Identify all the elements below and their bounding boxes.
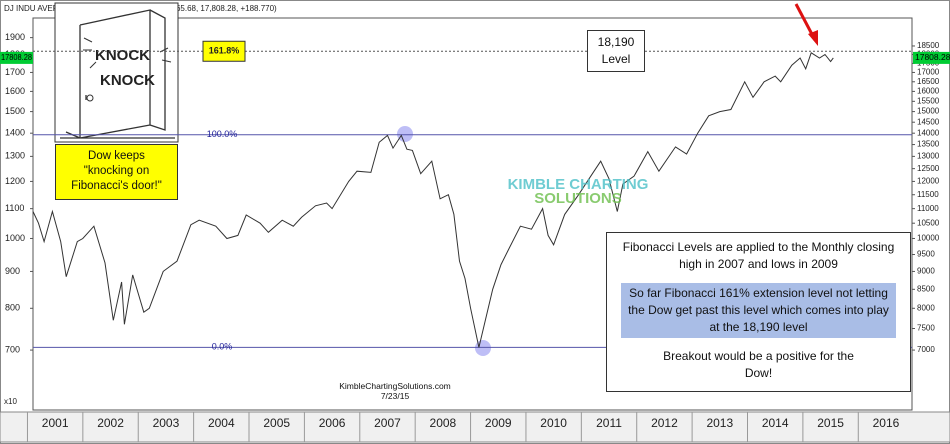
cartoon-frame bbox=[54, 2, 179, 143]
footer-line: 7/23/15 bbox=[380, 391, 410, 401]
note: Fibonacci Levels are applied to the Mont… bbox=[622, 240, 895, 271]
callout-box: Dow keeps "knocking on Fibonacci's door!… bbox=[55, 144, 178, 200]
high-marker bbox=[397, 126, 413, 142]
y-tick-label: 15000 bbox=[917, 107, 940, 116]
door-knob bbox=[86, 94, 94, 102]
fib-label-bg bbox=[202, 40, 246, 62]
fib-label: 0.0% bbox=[212, 342, 233, 352]
x-tick-label: 2005 bbox=[263, 416, 290, 430]
last-value-badge bbox=[913, 51, 950, 64]
knock-text: KNOCK bbox=[100, 72, 155, 89]
y-tick-label: 15500 bbox=[917, 96, 940, 105]
y-tick-label: 13000 bbox=[917, 151, 940, 160]
y-tick-label: 14000 bbox=[917, 128, 940, 137]
watermark: KIMBLE CHARTING SOLUTIONS bbox=[488, 176, 668, 207]
notes-box: Fibonacci Levels are applied to the Mont… bbox=[606, 232, 911, 392]
y-tick-label: 7500 bbox=[917, 324, 935, 333]
y-tick-label: 10000 bbox=[917, 234, 940, 243]
y-tick-label: 12000 bbox=[917, 177, 940, 186]
red-arrow-head bbox=[808, 30, 818, 46]
last-value-label: 17808.28 bbox=[1, 52, 32, 62]
y2-tick-label: 1400 bbox=[5, 128, 25, 138]
x-tick-label: 2003 bbox=[153, 416, 180, 430]
y-tick-label: 7000 bbox=[917, 345, 935, 354]
low-marker bbox=[475, 340, 491, 356]
y2-tick-label: 1500 bbox=[5, 106, 25, 116]
y-tick-label: 12500 bbox=[917, 164, 940, 173]
y-tick-label: 14500 bbox=[917, 117, 940, 126]
footer-line: KimbleChartingSolutions.com bbox=[339, 381, 451, 391]
watermark-line: KIMBLE CHARTING bbox=[507, 176, 649, 193]
x-tick-label: 2015 bbox=[817, 416, 844, 430]
y-tick-label: 8000 bbox=[917, 303, 935, 312]
y-tick-label: 17000 bbox=[917, 68, 940, 77]
x-tick-label: 2004 bbox=[208, 416, 235, 430]
y-tick-label: 10500 bbox=[917, 218, 940, 227]
y2-tick-label: 800 bbox=[5, 303, 20, 313]
y2-tick-label: 1000 bbox=[5, 233, 25, 243]
y-tick-label: 8500 bbox=[917, 284, 935, 293]
y2-tick-label: 1300 bbox=[5, 151, 25, 161]
x-axis-strip bbox=[0, 411, 950, 443]
price-line bbox=[32, 52, 834, 348]
y2-tick-label: 1600 bbox=[5, 86, 25, 96]
y2-tick-label: 700 bbox=[5, 344, 20, 354]
x-tick-label: 2011 bbox=[596, 416, 622, 430]
knock-text: KNOCK bbox=[95, 47, 150, 64]
y-tick-label: 16000 bbox=[917, 87, 940, 96]
note: Breakout would be a positive for the Dow… bbox=[663, 349, 854, 380]
last-value-label: 17808.28 bbox=[915, 52, 950, 62]
knock-lines bbox=[83, 37, 172, 69]
y-tick-label: 11500 bbox=[917, 190, 939, 199]
y2-tick-label: 1900 bbox=[5, 32, 25, 42]
footer: KimbleChartingSolutions.com 7/23/15 bbox=[300, 381, 490, 401]
fib-label: 100.0% bbox=[207, 129, 238, 139]
x-tick-label: 2010 bbox=[540, 416, 567, 430]
y-tick-label: 13500 bbox=[917, 140, 940, 149]
level-box-line: Level bbox=[601, 52, 631, 66]
fib-label: 161.8% bbox=[209, 46, 240, 56]
y-tick-label: 18500 bbox=[917, 41, 940, 50]
last-value-badge bbox=[0, 51, 33, 64]
y2-tick-label: 1100 bbox=[5, 203, 24, 213]
note-highlight: So far Fibonacci 161% extension level no… bbox=[621, 283, 896, 338]
level-box-line: 18,190 bbox=[597, 35, 635, 49]
y2-tick-label: 900 bbox=[5, 266, 20, 276]
x-tick-label: 2002 bbox=[97, 416, 124, 430]
x-tick-label: 2006 bbox=[319, 416, 346, 430]
x-tick-label: 2007 bbox=[374, 416, 401, 430]
x-tick-label: 2009 bbox=[485, 416, 512, 430]
x-tick-label: 2013 bbox=[706, 416, 733, 430]
x-tick-label: 2008 bbox=[430, 416, 457, 430]
x-tick-label: 2014 bbox=[762, 416, 789, 430]
x-tick-label: 2016 bbox=[873, 416, 900, 430]
y-tick-label: 16500 bbox=[917, 77, 940, 86]
y-tick-label: 11000 bbox=[917, 204, 939, 213]
callout-line: "knocking on bbox=[83, 165, 150, 177]
callout-line: Fibonacci's door!" bbox=[71, 180, 162, 192]
y-tick-label: 9000 bbox=[917, 267, 935, 276]
y2-tick-label: 1700 bbox=[5, 67, 25, 77]
x-tick-label: 2012 bbox=[651, 416, 678, 430]
y2-tick-label: 1200 bbox=[5, 176, 25, 186]
callout-line: Dow keeps bbox=[88, 150, 145, 162]
y-tick-label: 9500 bbox=[917, 250, 935, 259]
y2-note: x10 bbox=[4, 397, 17, 406]
watermark-line: SOLUTIONS bbox=[534, 190, 622, 207]
level-box: 18,190 Level bbox=[587, 30, 645, 72]
x-tick-label: 2001 bbox=[42, 416, 69, 430]
